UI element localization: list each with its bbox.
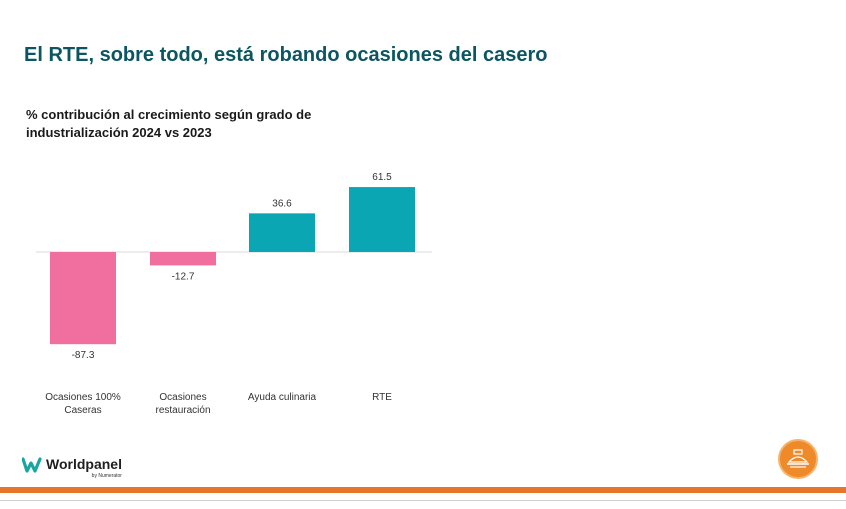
chart-subtitle: % contribución al crecimiento según grad… <box>26 107 312 140</box>
data-label: -12.7 <box>172 271 195 282</box>
category-label: Ocasiones 100% <box>45 392 121 403</box>
category-label: restauración <box>155 405 210 416</box>
food-tray-badge <box>778 439 818 479</box>
bar-chart: -87.3 Ocasiones 100% Caseras -12.7 Ocasiones… <box>36 172 432 416</box>
logo-subtext: by Numerator <box>91 473 122 479</box>
bar <box>249 213 315 252</box>
logo-name: Worldpanel <box>46 456 122 472</box>
category-label: RTE <box>372 392 392 403</box>
footer-accent-bar <box>0 487 846 493</box>
slide-title: El RTE, sobre todo, está robando ocasion… <box>24 44 548 66</box>
data-label: 61.5 <box>372 172 392 183</box>
data-label: 36.6 <box>272 198 292 209</box>
food-tray-icon <box>787 449 809 468</box>
worldpanel-logo-icon <box>22 457 42 473</box>
category-label: Ayuda culinaria <box>248 392 317 403</box>
bar <box>349 187 415 252</box>
worldpanel-logo: Worldpanel by Numerator <box>22 456 122 479</box>
footer-divider <box>0 500 846 501</box>
bar <box>150 252 216 266</box>
category-label: Ocasiones <box>159 392 206 403</box>
category-label: Caseras <box>64 405 101 416</box>
bar <box>50 252 116 345</box>
data-label: -87.3 <box>72 350 95 361</box>
